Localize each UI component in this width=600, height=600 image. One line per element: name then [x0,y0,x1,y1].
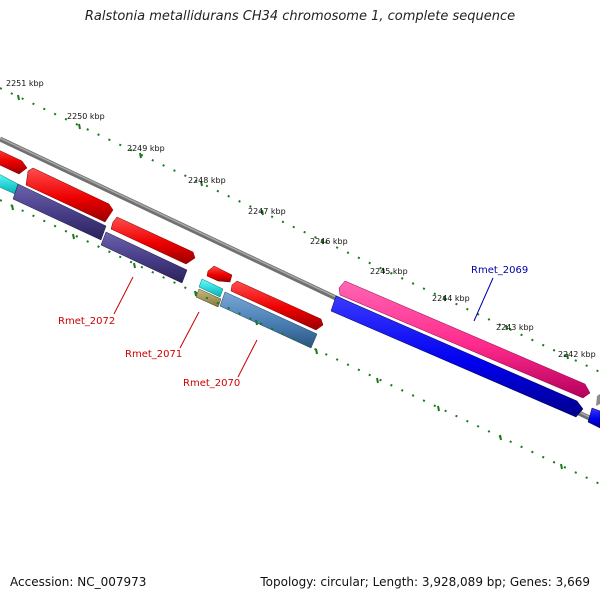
major-tick [437,405,440,412]
gene-label-rmet-2069: Rmet_2069 [471,265,528,276]
gene-callouts: Rmet_2072 Rmet_2071 Rmet_2070 Rmet_2069 [58,265,528,389]
tick-label: 2250 kbp [67,112,105,121]
gene-feature [338,280,591,399]
gene-label-rmet-2070: Rmet_2070 [183,378,240,389]
major-tick [255,319,258,326]
major-tick [133,262,136,269]
gene-feature [100,231,188,284]
major-tick [139,152,142,159]
gene-feature [12,183,107,241]
major-tick [261,209,264,216]
gene-feature [198,278,224,298]
tick-label: 2243 kbp [496,323,534,332]
tick-labels: 2251 kbp 2250 kbp 2249 kbp 2248 kbp 2247… [6,79,596,359]
gene-feature [587,407,600,429]
forward-strand-genes [0,150,600,406]
accession-label: Accession: NC_007973 [10,575,147,589]
major-tick [17,94,20,101]
major-tick [382,267,385,274]
gene-feature [25,167,114,223]
gene-feature [596,394,600,406]
callout-line [237,339,258,378]
major-tick [315,348,318,355]
gene-feature [195,288,222,308]
major-tick [321,238,324,245]
tick-label: 2245 kbp [370,267,408,276]
reverse-strand-genes [0,174,600,429]
major-tick [505,324,508,331]
tick-label: 2251 kbp [6,79,44,88]
major-tick [443,295,446,302]
outer-tick-track [0,87,600,373]
map-title: Ralstonia metallidurans CH34 chromosome … [84,9,516,24]
major-tick [78,123,81,130]
callout-line [179,311,200,349]
gene-feature [219,291,318,349]
gene-feature [206,265,233,283]
tick-label: 2248 kbp [188,176,226,185]
inner-tick-track [0,199,600,485]
gene-feature [0,150,28,175]
genome-summary-label: Topology: circular; Length: 3,928,089 bp… [260,575,590,589]
major-tick [11,204,14,211]
major-tick [566,353,569,360]
gene-feature [230,280,324,331]
gene-feature [110,216,196,265]
major-tick [200,180,203,187]
gene-label-rmet-2072: Rmet_2072 [58,316,115,327]
major-tick [499,434,502,441]
gene-feature [0,174,19,195]
tick-label: 2242 kbp [558,350,596,359]
gene-feature [330,295,584,418]
major-tick [560,463,563,470]
major-tick [72,233,75,240]
tick-label: 2246 kbp [310,237,348,246]
tick-label: 2249 kbp [127,144,165,153]
tick-label: 2247 kbp [248,207,286,216]
tick-label: 2244 kbp [432,294,470,303]
gene-label-rmet-2071: Rmet_2071 [125,349,182,360]
major-tick [194,290,197,297]
major-tick [376,377,379,384]
callout-line [473,277,494,322]
callout-line [113,276,134,315]
